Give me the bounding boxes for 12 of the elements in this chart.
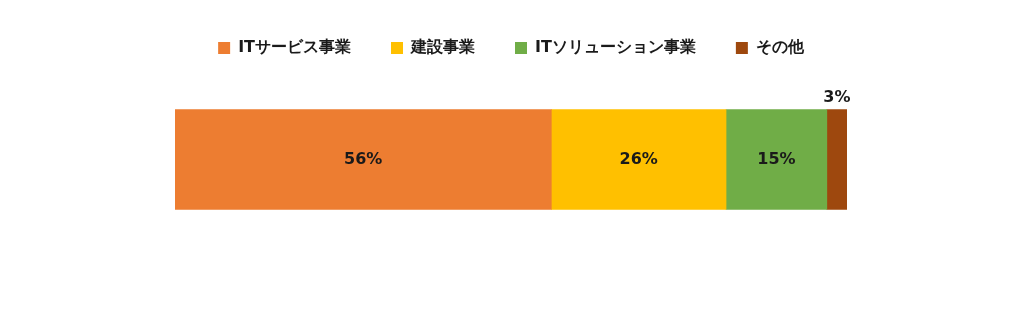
data-label: 26% [619,148,658,168]
legend-label: 建設事業 [409,37,475,57]
legend-label: その他 [755,37,805,57]
data-label: 15% [757,148,796,168]
legend-label: ITソリューション事業 [535,37,696,57]
bar [725,109,828,210]
bar [826,109,847,210]
legend-label: ITサービス事業 [238,37,352,57]
data-label: 56% [344,148,383,168]
bar [175,109,552,210]
bar [550,109,727,210]
data-label: 3% [823,86,851,106]
